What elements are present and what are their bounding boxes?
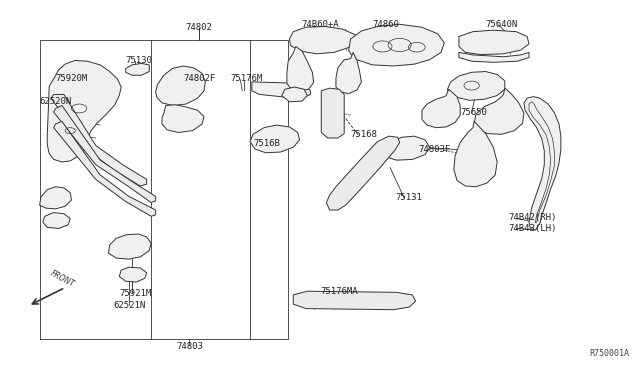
Text: R750001A: R750001A (589, 349, 629, 358)
Text: 75130: 75130 (125, 56, 152, 65)
Polygon shape (289, 26, 357, 54)
Text: 75176MA: 75176MA (320, 287, 358, 296)
Text: 75650: 75650 (460, 108, 487, 117)
Text: 75920M: 75920M (56, 74, 88, 83)
Text: 74860: 74860 (372, 20, 399, 29)
Polygon shape (349, 24, 444, 66)
Polygon shape (287, 46, 314, 91)
Polygon shape (43, 212, 70, 228)
Polygon shape (422, 89, 460, 128)
Polygon shape (108, 234, 151, 259)
Polygon shape (125, 63, 149, 75)
Text: 75921M: 75921M (119, 289, 152, 298)
Polygon shape (326, 136, 399, 210)
Polygon shape (282, 87, 307, 102)
Text: 7516B: 7516B (253, 139, 280, 148)
Text: 62521N: 62521N (113, 301, 145, 311)
Polygon shape (321, 88, 344, 138)
Polygon shape (529, 102, 554, 223)
Polygon shape (454, 121, 497, 187)
Text: 62520N: 62520N (40, 97, 72, 106)
Polygon shape (384, 136, 429, 160)
Text: 74803F: 74803F (419, 145, 451, 154)
Text: 75131: 75131 (395, 193, 422, 202)
Text: 74802F: 74802F (183, 74, 215, 83)
Polygon shape (474, 88, 524, 134)
Polygon shape (47, 61, 121, 162)
Polygon shape (54, 106, 156, 203)
Polygon shape (162, 105, 204, 132)
Text: 75640N: 75640N (486, 20, 518, 29)
Text: 75168: 75168 (351, 130, 378, 139)
Text: FRONT: FRONT (49, 269, 76, 289)
Polygon shape (54, 121, 156, 216)
Polygon shape (119, 267, 147, 282)
Text: 74802: 74802 (186, 23, 212, 32)
Polygon shape (250, 125, 300, 153)
Polygon shape (252, 82, 310, 98)
Polygon shape (293, 291, 415, 310)
Polygon shape (459, 30, 529, 55)
Text: 74B60+A: 74B60+A (301, 20, 339, 29)
Text: 74803: 74803 (176, 342, 203, 351)
Polygon shape (447, 71, 505, 100)
Text: 74B42(RH): 74B42(RH) (508, 213, 556, 222)
Polygon shape (40, 187, 72, 209)
Text: 74B43(LH): 74B43(LH) (508, 224, 556, 233)
Polygon shape (51, 94, 147, 186)
Polygon shape (459, 52, 529, 62)
Polygon shape (524, 97, 561, 230)
Polygon shape (336, 52, 362, 94)
Text: 75176M: 75176M (231, 74, 263, 83)
Polygon shape (156, 66, 205, 106)
